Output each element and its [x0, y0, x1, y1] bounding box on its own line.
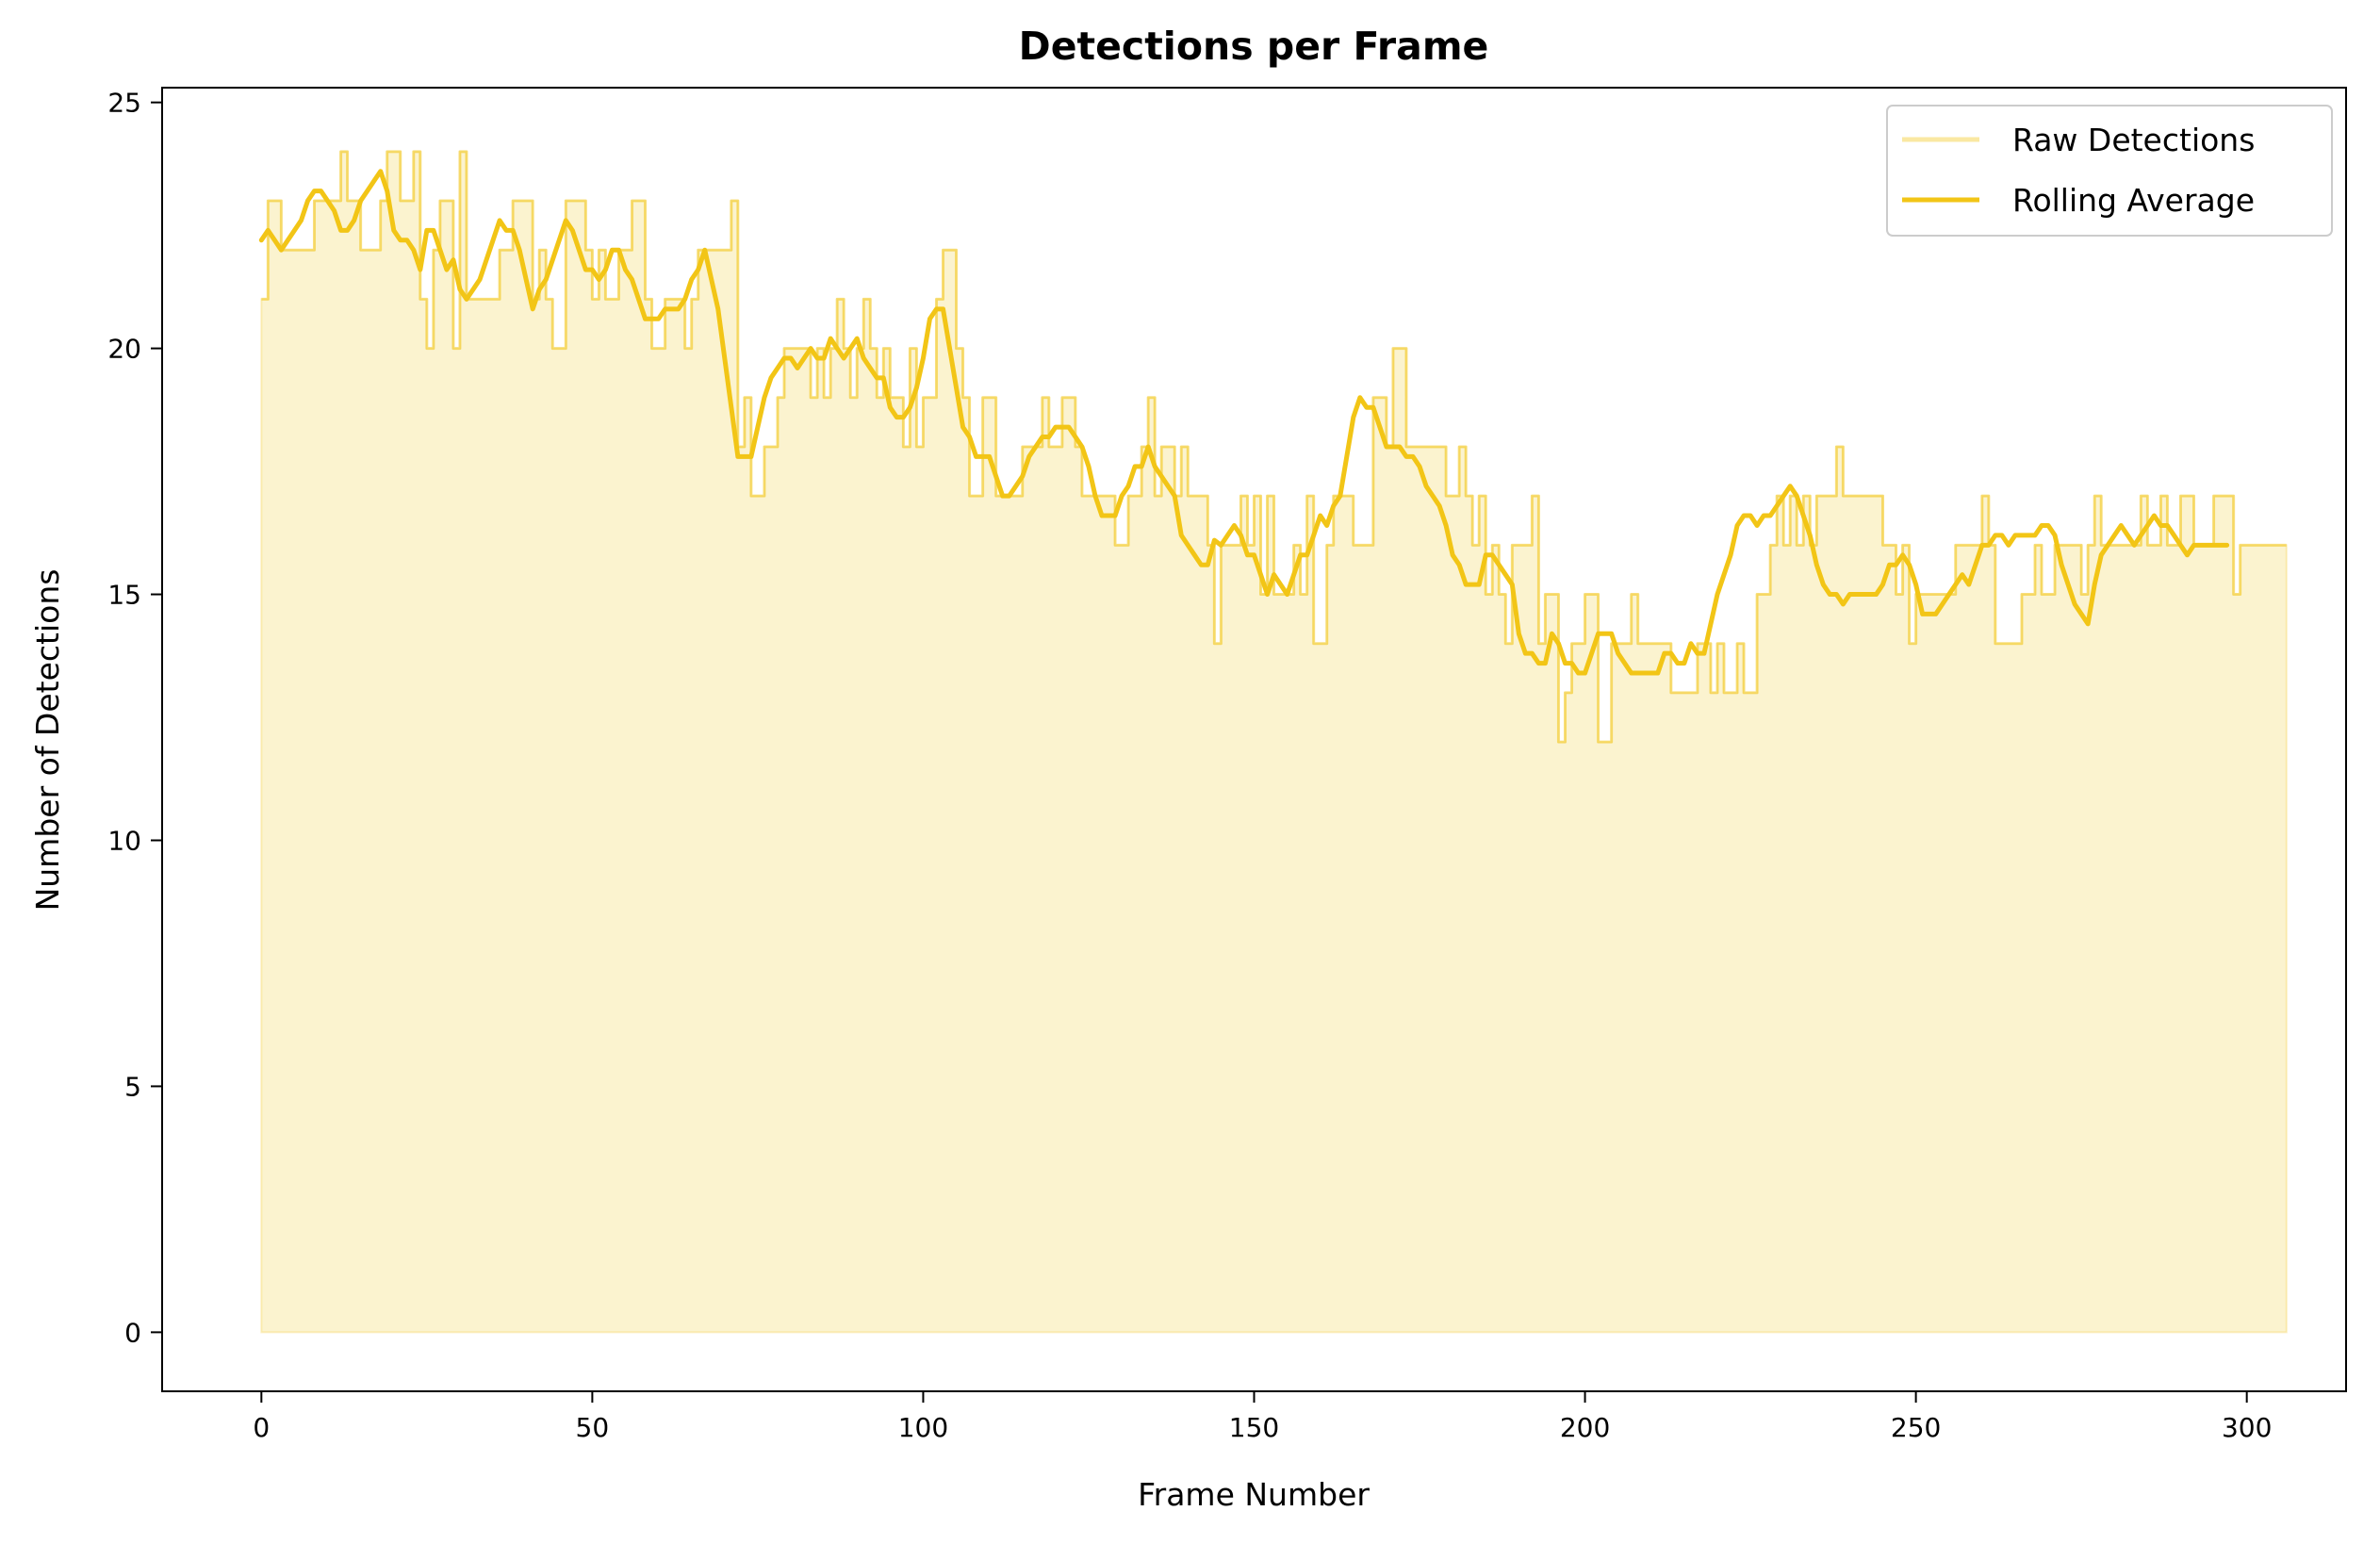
plot-area	[258, 150, 2288, 1334]
y-axis-label: Number of Detections	[29, 569, 66, 912]
x-tick-label: 150	[1229, 1412, 1279, 1443]
x-tick-label: 50	[576, 1412, 610, 1443]
x-axis-label: Frame Number	[1138, 1476, 1370, 1513]
x-tick-label: 100	[898, 1412, 948, 1443]
legend: Raw Detections Rolling Average	[1886, 105, 2333, 237]
y-axis: 0 5 10 15 20 25	[107, 88, 162, 1348]
chart-title: Detections per Frame	[1019, 24, 1489, 69]
legend-box	[1886, 105, 2333, 237]
x-axis: 0 50 100 150 200 250 300	[253, 1391, 2272, 1443]
x-tick-label: 0	[253, 1412, 270, 1443]
y-tick-label: 25	[107, 88, 141, 119]
x-tick-label: 300	[2222, 1412, 2272, 1443]
legend-rolling-average-label: Rolling Average	[2012, 182, 2255, 219]
rolling-average-line	[258, 169, 2230, 676]
y-tick-label: 10	[107, 825, 141, 856]
y-tick-label: 15	[107, 580, 141, 611]
x-tick-label: 200	[1560, 1412, 1610, 1443]
y-tick-label: 20	[107, 334, 141, 365]
raw-detections-line	[261, 150, 2287, 744]
legend-raw-detections-label: Raw Detections	[2012, 122, 2255, 158]
y-tick-label: 5	[124, 1071, 141, 1102]
y-tick-label: 0	[124, 1317, 141, 1348]
x-tick-label: 250	[1891, 1412, 1941, 1443]
